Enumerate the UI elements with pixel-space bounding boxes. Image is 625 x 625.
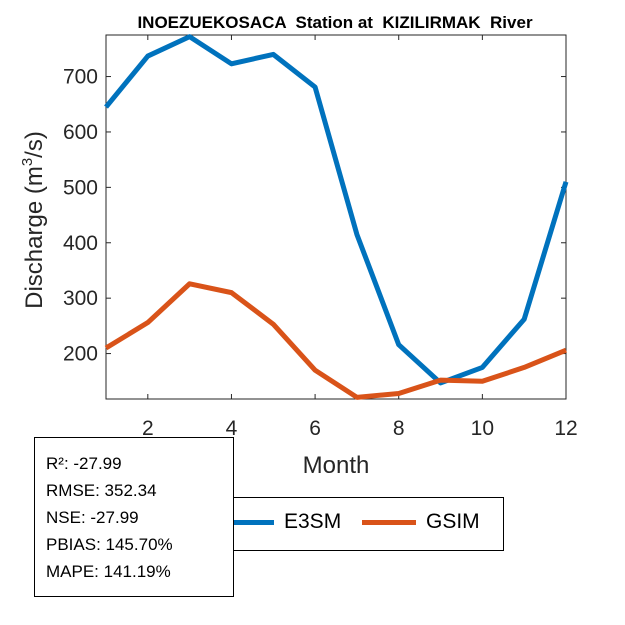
legend-swatch-gsim [362, 519, 416, 525]
series-lines [104, 34, 569, 400]
x-tick-label: 12 [554, 417, 577, 440]
stat-mape: MAPE: 141.19% [46, 562, 171, 581]
x-axis-label: Month [303, 452, 370, 479]
x-tick-label: 6 [309, 417, 321, 440]
legend-swatch-e3sm [234, 519, 274, 525]
y-tick-label: 500 [63, 176, 98, 199]
y-axis-label-tail: /s) [21, 131, 48, 158]
x-tick-label: 4 [226, 417, 238, 440]
plot-area [105, 34, 567, 400]
y-tick-label: 200 [63, 343, 98, 366]
y-tick-label: 700 [63, 66, 98, 89]
series-line-e3sm [104, 34, 569, 386]
statistics-box: R²: -27.99 RMSE: 352.34 NSE: -27.99 PBIA… [34, 437, 234, 597]
legend: E3SM GSIM [234, 497, 504, 551]
stat-pbias: PBIAS: 145.70% [46, 535, 173, 554]
legend-label-e3sm: E3SM [284, 510, 342, 533]
y-axis-label: Discharge (m3/s) [19, 131, 48, 309]
legend-label-gsim: GSIM [426, 510, 480, 533]
x-tick-label: 10 [471, 417, 494, 440]
x-tick-label: 8 [393, 417, 405, 440]
y-axis-ticks: 200 300 400 500 600 700 [63, 66, 566, 366]
y-tick-label: 300 [63, 287, 98, 310]
legend-entry-gsim: GSIM [362, 510, 480, 534]
stat-r2: R²: -27.99 [46, 454, 122, 473]
chart-title: INOEZUEKOSACA Station at KIZILIRMAK Rive… [137, 13, 533, 32]
stat-rmse: RMSE: 352.34 [46, 481, 157, 500]
series-line-gsim [104, 281, 567, 400]
legend-entry-e3sm: E3SM [234, 510, 341, 534]
y-tick-label: 600 [63, 121, 98, 144]
y-axis-label-main: Discharge (m [21, 166, 48, 309]
x-axis-ticks: 2 4 6 8 10 12 [142, 35, 578, 440]
stat-nse: NSE: -27.99 [46, 508, 139, 527]
y-axis-label-superscript: 3 [19, 158, 36, 166]
x-tick-label: 2 [142, 417, 154, 440]
y-tick-label: 400 [63, 232, 98, 255]
